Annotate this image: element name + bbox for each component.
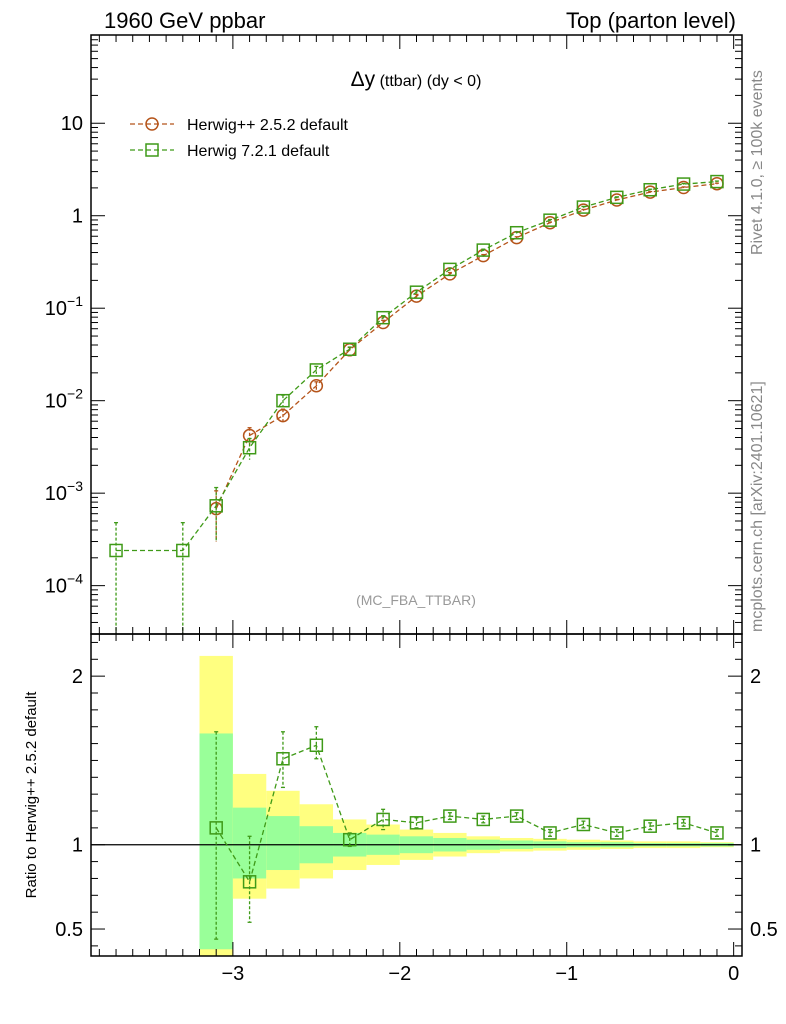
y-tick-label-base: 10 xyxy=(45,483,67,505)
y-tick-label-exponent: −3 xyxy=(67,478,83,494)
legend-entry-herwigpp: Herwig++ 2.5.2 default xyxy=(130,117,349,134)
data-point-herwig7 xyxy=(376,310,390,325)
ratio-point-herwig7 xyxy=(209,821,223,835)
ratio-y-tick-label-right: 0.5 xyxy=(750,919,778,941)
header-process-label: Top (parton level) xyxy=(566,8,736,33)
rivet-version-label: Rivet 4.1.0, ≥ 100k events xyxy=(749,70,766,255)
ratio-point-herwig7 xyxy=(242,875,257,889)
data-point-herwig7 xyxy=(242,440,257,455)
legend-label-herwig7: Herwig 7.2.1 default xyxy=(187,143,330,160)
data-point-herwig7 xyxy=(276,393,290,408)
mcplots-label: mcplots.cern.ch [arXiv:2401.10621] xyxy=(749,381,766,632)
ratio-point-herwig7 xyxy=(443,809,457,823)
y-tick-label-base: 10 xyxy=(61,113,83,135)
y-tick-label: 10−2 xyxy=(45,386,83,413)
data-point-herwig7 xyxy=(309,363,324,377)
y-tick-label-base: 1 xyxy=(72,206,83,228)
y-tick-label-base: 10 xyxy=(45,298,67,320)
plot-title-sub: (ttbar) (dy < 0) xyxy=(375,73,481,90)
series-line-herwigpp xyxy=(215,183,718,509)
data-point-herwig7 xyxy=(209,499,223,513)
ratio-point-herwig7 xyxy=(610,826,624,840)
data-point-herwig7 xyxy=(443,262,457,277)
ratio-plot-area xyxy=(91,655,742,956)
ratio-plot-frame xyxy=(90,633,743,957)
y-tick-label: 10 xyxy=(61,113,83,135)
y-tick-label: 10−1 xyxy=(45,293,83,320)
y-tick-label-base: 10 xyxy=(45,391,67,413)
ratio-point-herwig7 xyxy=(509,809,524,823)
header-energy-label: 1960 GeV ppbar xyxy=(104,8,265,33)
analysis-tag: (MC_FBA_TTBAR) xyxy=(356,592,476,608)
y-tick-label-exponent: −1 xyxy=(67,293,83,309)
y-tick-label-exponent: −2 xyxy=(67,386,83,402)
x-tick-label: −1 xyxy=(555,963,578,985)
data-point-herwig7 xyxy=(476,243,491,257)
data-point-herwig7 xyxy=(610,190,624,205)
x-tick-label: 0 xyxy=(728,963,739,985)
ratio-band-inner xyxy=(266,816,300,871)
data-point-herwig7 xyxy=(409,285,424,299)
x-tick-label: −2 xyxy=(388,963,411,985)
y-tick-label: 10−4 xyxy=(45,571,83,598)
y-tick-label-base: 10 xyxy=(45,576,67,598)
ratio-y-tick-label-right: 1 xyxy=(750,835,761,857)
main-plot-area xyxy=(109,174,724,634)
ratio-y-tick-label-left: 0.5 xyxy=(55,919,83,941)
legend: Herwig++ 2.5.2 default Herwig 7.2.1 defa… xyxy=(130,117,349,160)
legend-entry-herwig7: Herwig 7.2.1 default xyxy=(130,143,330,160)
data-point-herwig7 xyxy=(109,543,123,558)
ratio-y-tick-label-left: 1 xyxy=(72,835,83,857)
plot-title: Δy (ttbar) (dy < 0) xyxy=(351,68,482,91)
ratio-point-herwig7 xyxy=(276,752,290,766)
y-tick-label-exponent: −4 xyxy=(67,571,83,587)
series-line-herwig7 xyxy=(116,180,718,552)
data-point-herwig7 xyxy=(509,225,524,240)
legend-square-marker xyxy=(145,143,159,157)
ratio-point-herwig7 xyxy=(309,738,324,753)
legend-label-herwigpp: Herwig++ 2.5.2 default xyxy=(187,117,349,134)
ratio-point-herwig7 xyxy=(643,819,657,833)
data-point-herwig7 xyxy=(342,342,357,356)
ratio-point-herwig7 xyxy=(576,817,591,832)
data-point-herwig7 xyxy=(643,182,657,197)
ratio-y-tick-label-right: 2 xyxy=(750,666,761,688)
ratio-point-herwig7 xyxy=(342,832,357,847)
y-tick-label: 10−3 xyxy=(45,478,83,505)
legend-circle-marker xyxy=(145,117,159,131)
ratio-series-line-herwig7 xyxy=(215,744,718,884)
plot-title-main: Δy xyxy=(351,68,376,91)
ratio-y-axis-label: Ratio to Herwig++ 2.5.2 default xyxy=(23,691,40,899)
x-tick-label: −3 xyxy=(221,963,244,985)
ratio-point-herwig7 xyxy=(710,826,724,840)
ratio-point-herwig7 xyxy=(543,826,557,840)
ratio-y-tick-label-left: 2 xyxy=(72,666,83,688)
data-point-herwigpp xyxy=(276,408,290,423)
data-point-herwig7 xyxy=(543,213,557,227)
data-point-herwig7 xyxy=(576,200,591,214)
y-tick-label: 1 xyxy=(72,206,83,228)
data-point-herwigpp xyxy=(309,379,324,393)
